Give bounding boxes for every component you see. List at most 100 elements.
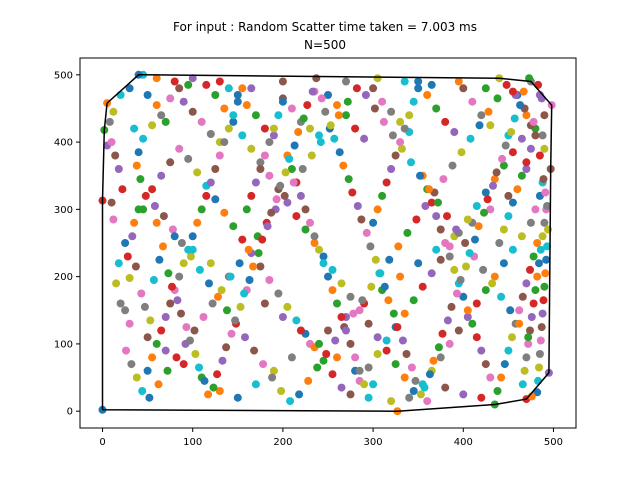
scatter-point — [501, 141, 510, 150]
scatter-point — [177, 239, 186, 247]
scatter-point — [295, 390, 304, 399]
scatter-point — [269, 366, 278, 375]
scatter-point — [543, 242, 552, 251]
scatter-point — [370, 104, 379, 113]
scatter-point — [118, 185, 127, 194]
scatter-point — [122, 346, 130, 355]
scatter-point — [540, 144, 549, 153]
scatter-point — [508, 333, 516, 342]
scatter-point — [188, 107, 197, 116]
scatter-point — [149, 276, 158, 284]
scatter-point — [143, 91, 152, 99]
scatter-point — [276, 181, 285, 190]
scatter-point — [400, 309, 409, 318]
scatter-point — [130, 218, 139, 227]
scatter-point — [539, 296, 548, 305]
scatter-point — [369, 218, 378, 227]
scatter-point — [438, 329, 447, 338]
scatter-point — [378, 191, 387, 200]
scatter-point — [535, 151, 544, 160]
scatter-point — [250, 346, 259, 355]
scatter-point — [531, 205, 540, 214]
scatter-point — [269, 124, 278, 133]
scatter-point — [517, 134, 526, 143]
scatter-point — [504, 191, 513, 200]
scatter-point — [463, 306, 472, 315]
y-tick-label: 0 — [67, 407, 73, 418]
scatter-point — [454, 326, 463, 335]
scatter-point — [423, 397, 432, 406]
scatter-point — [414, 77, 423, 86]
scatter-point — [202, 80, 211, 89]
scatter-point — [112, 279, 121, 288]
scatter-point — [436, 353, 445, 362]
scatter-point — [459, 390, 468, 399]
scatter-point — [481, 84, 490, 93]
scatter-point — [541, 269, 550, 278]
scatter-point — [308, 87, 317, 96]
scatter-point — [154, 380, 163, 389]
scatter-point — [233, 393, 242, 402]
scatter-point — [148, 185, 157, 194]
scatter-point — [105, 117, 114, 126]
scatter-point — [355, 366, 364, 375]
scatter-point — [111, 151, 120, 160]
scatter-point — [177, 309, 185, 318]
scatter-point — [229, 222, 238, 231]
scatter-point — [382, 346, 391, 355]
scatter-point — [116, 299, 125, 308]
scatter-point — [534, 80, 543, 89]
x-tick-label: 200 — [273, 437, 292, 448]
scatter-point — [407, 158, 415, 167]
scatter-point — [452, 225, 461, 234]
scatter-point — [287, 104, 296, 113]
scatter-point — [303, 101, 312, 110]
scatter-point — [518, 380, 527, 389]
scatter-point — [443, 212, 451, 221]
scatter-point — [538, 131, 547, 140]
scatter-point — [334, 111, 343, 120]
scatter-point — [522, 111, 531, 120]
scatter-point — [427, 198, 436, 207]
scatter-point — [260, 124, 269, 133]
scatter-point — [373, 333, 382, 342]
scatter-point — [190, 326, 199, 335]
scatter-point — [375, 269, 384, 278]
scatter-point — [486, 373, 495, 382]
scatter-point — [258, 235, 267, 244]
scatter-point — [484, 107, 493, 116]
scatter-point — [529, 252, 538, 261]
scatter-point — [163, 366, 172, 375]
scatter-point — [296, 326, 305, 335]
scatter-point — [301, 205, 310, 214]
scatter-point — [157, 171, 166, 180]
x-tick-label: 0 — [99, 437, 105, 448]
scatter-point — [369, 380, 378, 389]
scatter-point — [504, 346, 513, 355]
scatter-point — [315, 339, 323, 348]
scatter-point — [490, 272, 499, 281]
scatter-point — [475, 121, 484, 130]
scatter-point — [535, 259, 543, 268]
scatter-point — [542, 255, 551, 264]
scatter-point — [143, 333, 152, 342]
scatter-point — [540, 282, 549, 291]
scatter-point — [522, 165, 531, 173]
scatter-point — [411, 376, 420, 385]
scatter-point — [531, 131, 540, 140]
scatter-point — [526, 326, 534, 335]
scatter-point — [166, 158, 175, 167]
scatter-point — [524, 333, 533, 342]
scatter-point — [215, 151, 224, 160]
scatter-point — [315, 245, 323, 254]
scatter-point — [343, 97, 352, 106]
scatter-point — [342, 111, 350, 120]
scatter-point — [211, 91, 220, 99]
scatter-point — [280, 191, 289, 200]
scatter-point — [315, 131, 323, 140]
scatter-point — [379, 117, 388, 126]
scatter-point — [522, 279, 531, 288]
scatter-point — [195, 265, 204, 274]
scatter-point — [286, 397, 295, 406]
scatter-point — [260, 151, 269, 160]
